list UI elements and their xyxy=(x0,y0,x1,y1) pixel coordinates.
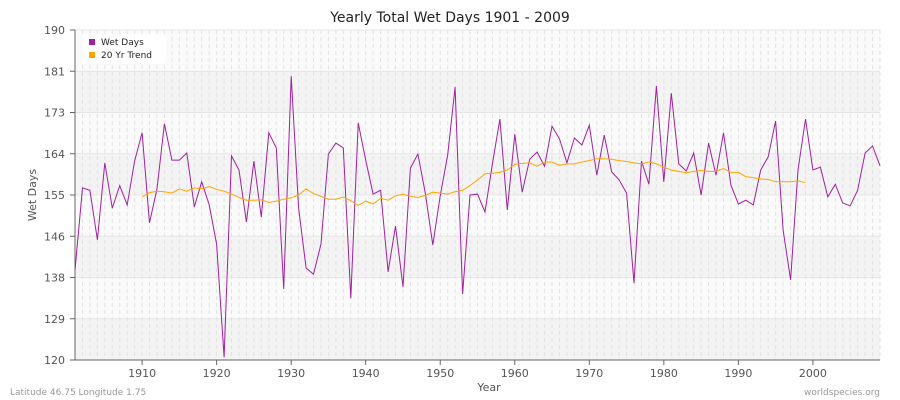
source-label: worldspecies.org xyxy=(804,388,880,398)
legend-swatch-trend xyxy=(89,52,95,58)
x-tick-label: 1940 xyxy=(352,367,380,380)
y-tick-label: 120 xyxy=(44,354,65,367)
legend: Wet Days 20 Yr Trend xyxy=(82,34,166,64)
grid-band xyxy=(75,153,880,195)
x-tick-label: 1930 xyxy=(277,367,305,380)
x-axis-label: Year xyxy=(476,381,501,394)
x-tick-label: 1990 xyxy=(724,367,752,380)
grid-band xyxy=(75,30,880,72)
y-tick-label: 181 xyxy=(44,65,65,78)
x-tick-label: 1960 xyxy=(501,367,529,380)
series-line-20-yr-trend xyxy=(141,158,806,206)
x-tick-label: 1970 xyxy=(575,367,603,380)
grid-band xyxy=(75,112,880,154)
location-label: Latitude 46.75 Longitude 1.75 xyxy=(10,388,146,398)
chart-title: Yearly Total Wet Days 1901 - 2009 xyxy=(329,10,570,26)
series-line-wet-days xyxy=(74,76,881,358)
x-tick-label: 1920 xyxy=(203,367,231,380)
y-tick-label: 138 xyxy=(44,272,65,285)
y-tick-label: 190 xyxy=(44,24,65,37)
legend-label-wet-days: Wet Days xyxy=(101,38,144,48)
y-tick-label: 155 xyxy=(44,189,65,202)
grid-band xyxy=(75,71,880,113)
y-tick-label: 146 xyxy=(44,230,65,243)
y-tick-label: 164 xyxy=(44,148,65,161)
y-tick-label: 173 xyxy=(44,107,65,120)
y-tick-label: 129 xyxy=(44,313,65,326)
legend-label-trend: 20 Yr Trend xyxy=(101,51,152,61)
x-tick-label: 1950 xyxy=(426,367,454,380)
x-tick-label: 2000 xyxy=(799,367,827,380)
legend-swatch-wet-days xyxy=(89,39,95,45)
x-tick-label: 1910 xyxy=(128,367,156,380)
y-axis-label: Wet Days xyxy=(26,169,39,222)
x-tick-label: 1980 xyxy=(650,367,678,380)
